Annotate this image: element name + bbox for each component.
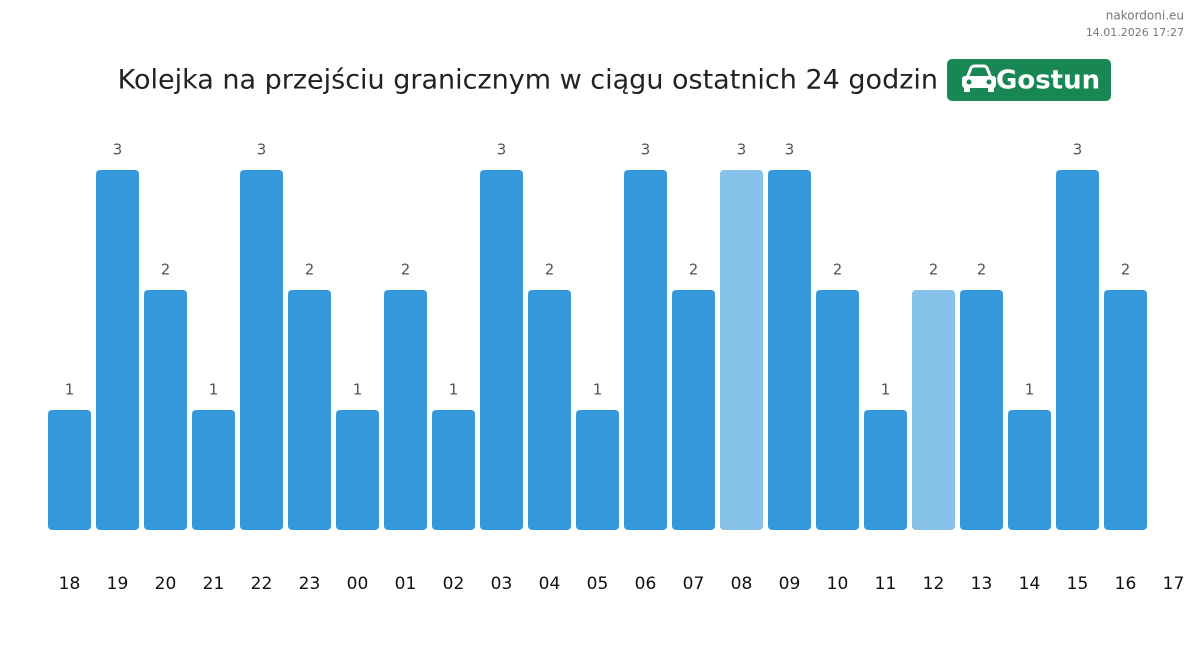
- bar: [1056, 170, 1099, 530]
- value-label: 3: [785, 141, 795, 159]
- x-tick-label: 22: [251, 574, 273, 594]
- value-label: 1: [353, 381, 363, 399]
- bar: [1104, 290, 1147, 530]
- car-icon: [962, 64, 996, 92]
- value-label: 2: [833, 261, 843, 279]
- value-label: 2: [689, 261, 699, 279]
- bar: [960, 290, 1003, 530]
- x-tick-label: 16: [1115, 574, 1137, 594]
- value-label: 2: [545, 261, 555, 279]
- bar: [816, 290, 859, 530]
- bar: [672, 290, 715, 530]
- bar: [576, 410, 619, 530]
- badge-label: Gostun: [996, 66, 1100, 96]
- bar: [864, 410, 907, 530]
- value-label: 1: [1025, 381, 1035, 399]
- value-label: 1: [209, 381, 219, 399]
- bar: [144, 290, 187, 530]
- bar: [480, 170, 523, 530]
- chart-title: Kolejka na przejściu granicznym w ciągu …: [118, 65, 938, 96]
- value-label: 3: [113, 141, 123, 159]
- value-label: 2: [929, 261, 939, 279]
- value-label: 2: [1121, 261, 1131, 279]
- value-label: 3: [641, 141, 651, 159]
- bar: [192, 410, 235, 530]
- x-tick-label: 17: [1163, 574, 1185, 594]
- value-label: 2: [161, 261, 171, 279]
- value-label: 1: [881, 381, 891, 399]
- value-label: 1: [593, 381, 603, 399]
- value-label: 3: [257, 141, 267, 159]
- x-tick-label: 01: [395, 574, 417, 594]
- bar: [240, 170, 283, 530]
- bar: [528, 290, 571, 530]
- bar: [336, 410, 379, 530]
- location-badge: Gostun: [947, 59, 1111, 101]
- bar: [624, 170, 667, 530]
- value-label: 2: [977, 261, 987, 279]
- site-name: nakordoni.eu: [1106, 9, 1184, 23]
- value-label: 3: [497, 141, 507, 159]
- timestamp: 14.01.2026 17:27: [1086, 26, 1184, 39]
- bar: [432, 410, 475, 530]
- bar: [912, 290, 955, 530]
- bar: [384, 290, 427, 530]
- bar: [768, 170, 811, 530]
- x-tick-label: 18: [59, 574, 81, 594]
- x-tick-label: 07: [683, 574, 705, 594]
- x-tick-label: 09: [779, 574, 801, 594]
- x-tick-label: 08: [731, 574, 753, 594]
- x-tick-label: 21: [203, 574, 225, 594]
- x-tick-label: 12: [923, 574, 945, 594]
- bar: [1008, 410, 1051, 530]
- x-tick-label: 00: [347, 574, 369, 594]
- x-tick-label: 13: [971, 574, 993, 594]
- x-tick-label: 06: [635, 574, 657, 594]
- x-tick-label: 03: [491, 574, 513, 594]
- bar: [720, 170, 763, 530]
- value-label: 1: [65, 381, 75, 399]
- value-label: 1: [449, 381, 459, 399]
- x-tick-label: 05: [587, 574, 609, 594]
- bar: [96, 170, 139, 530]
- bar: [288, 290, 331, 530]
- x-tick-label: 14: [1019, 574, 1041, 594]
- x-tick-label: 10: [827, 574, 849, 594]
- x-tick-label: 11: [875, 574, 897, 594]
- bar: [48, 410, 91, 530]
- value-label: 3: [737, 141, 747, 159]
- x-tick-label: 20: [155, 574, 177, 594]
- value-label: 2: [305, 261, 315, 279]
- x-tick-label: 04: [539, 574, 561, 594]
- x-tick-label: 19: [107, 574, 129, 594]
- x-tick-label: 02: [443, 574, 465, 594]
- x-tick-label: 23: [299, 574, 321, 594]
- x-tick-label: 15: [1067, 574, 1089, 594]
- value-label: 3: [1073, 141, 1083, 159]
- value-label: 2: [401, 261, 411, 279]
